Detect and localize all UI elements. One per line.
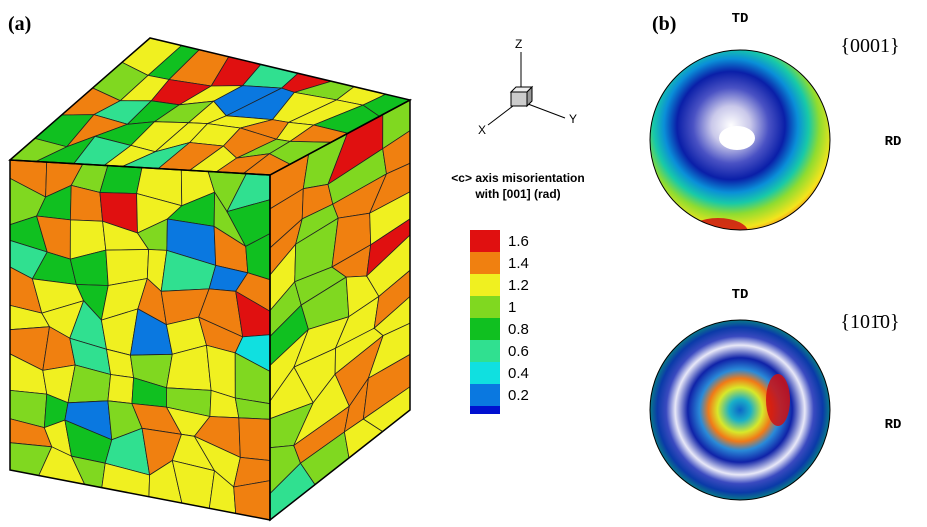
axis-x: X <box>478 123 486 137</box>
colorbar-band <box>470 406 500 414</box>
colorbar-band <box>470 274 500 296</box>
colorbar-label: 1.6 <box>508 233 529 250</box>
colorbar-band <box>470 384 500 406</box>
colorbar-label: 0.2 <box>508 387 529 404</box>
colorbar-title: <c> axis misorientation <box>451 171 584 185</box>
axis-triad <box>488 52 565 125</box>
pole-plane: {0001} <box>840 35 899 57</box>
colorbar-title: with [001] (rad) <box>474 187 560 201</box>
panel-label: (a) <box>8 13 31 35</box>
colorbar-band <box>470 362 500 384</box>
grain-face <box>10 160 270 520</box>
grain <box>108 375 134 404</box>
colorbar-band <box>470 340 500 362</box>
axis-z: Z <box>515 37 522 51</box>
colorbar-label: 1.2 <box>508 277 529 294</box>
pole-right: RD <box>885 417 902 433</box>
panel-label: (b) <box>652 13 676 35</box>
colorbar-label: 0.8 <box>508 321 529 338</box>
colorbar-band <box>470 296 500 318</box>
axis-y: Y <box>569 112 577 126</box>
figure: (a) Z Y X <c> axis misorientation with [… <box>0 0 927 527</box>
colorbar-band <box>470 252 500 274</box>
pole-right: RD <box>885 134 902 150</box>
colorbar-label: 0.4 <box>508 365 529 382</box>
pole-top: TD <box>732 287 749 303</box>
colorbar-label: 0.6 <box>508 343 529 360</box>
pole-top: TD <box>732 11 749 27</box>
colorbar-band <box>470 318 500 340</box>
pole-plane: {101̄0} <box>840 311 899 333</box>
grain <box>239 418 270 461</box>
pole-figure <box>650 42 830 246</box>
pole-figure <box>650 320 830 500</box>
colorbar-label: 1 <box>508 299 516 316</box>
colorbar-label: 1.4 <box>508 255 529 272</box>
grain <box>100 166 142 194</box>
colorbar-band <box>470 230 500 252</box>
